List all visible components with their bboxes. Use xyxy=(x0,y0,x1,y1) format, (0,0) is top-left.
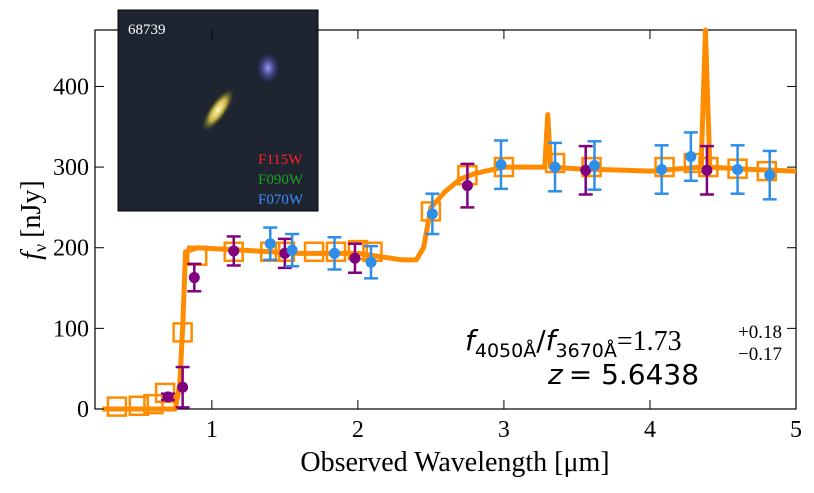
x-tick-label: 1 xyxy=(206,417,218,443)
ratio-denominator: 3670Å xyxy=(556,339,617,362)
ratio-upper: +0.18 xyxy=(738,322,782,343)
filter-label: F115W xyxy=(258,152,303,168)
ratio-lower: −0.17 xyxy=(738,344,782,365)
data-point xyxy=(188,272,200,284)
model-photometry xyxy=(325,241,347,263)
y-tick-label: 300 xyxy=(53,155,89,181)
companion xyxy=(256,52,280,84)
model-photometry xyxy=(698,156,719,178)
data-point xyxy=(732,164,744,176)
data-point xyxy=(701,164,713,176)
data-point xyxy=(685,151,697,163)
filter-labels: F115W F090W F070W xyxy=(258,152,304,208)
x-axis-label: Observed Wavelength [μm] xyxy=(300,447,609,478)
model-photometry xyxy=(128,395,150,417)
ratio-numerator: 4050Å xyxy=(475,339,536,362)
filter-label: F070W xyxy=(258,192,304,208)
model-photometry xyxy=(493,156,515,178)
data-point xyxy=(177,381,189,393)
data-point xyxy=(286,244,298,256)
data-point xyxy=(656,164,668,176)
ratio-slash: / xyxy=(536,324,546,357)
model-photometry xyxy=(172,322,193,343)
redshift-symbol: z xyxy=(547,358,564,391)
data-point xyxy=(365,256,377,268)
data-point xyxy=(426,208,438,220)
data-point xyxy=(549,161,561,173)
model-photometry xyxy=(654,156,675,178)
data-point xyxy=(588,159,600,171)
data-point xyxy=(162,391,174,403)
ratio-value: 1.73 xyxy=(633,326,682,357)
plot-frame xyxy=(94,29,797,410)
x-tick-label: 3 xyxy=(498,417,510,443)
model-photometry xyxy=(756,160,778,182)
data-point xyxy=(264,238,276,250)
y-label-symbol: f xyxy=(16,249,47,260)
inset-image xyxy=(117,9,319,212)
ratio-annotation: f4050Å/f3670Å=1.73 xyxy=(465,324,682,362)
filter-label: F090W xyxy=(258,172,304,188)
galaxy xyxy=(201,88,235,132)
data-point xyxy=(495,159,507,171)
data-point xyxy=(461,180,473,192)
x-tick-label: 2 xyxy=(352,417,364,443)
inset-id: 68739 xyxy=(128,22,166,38)
plot-area xyxy=(102,27,797,417)
y-label-sub: ν xyxy=(30,244,50,252)
data-point xyxy=(228,245,240,257)
y-tick-label: 200 xyxy=(53,236,89,262)
data-point xyxy=(764,169,776,181)
ratio-equals: = xyxy=(617,326,633,357)
y-tick-label: 400 xyxy=(53,74,89,100)
y-label-unit: [nJy] xyxy=(16,180,47,238)
model-photometry xyxy=(303,241,325,263)
y-tick-label: 0 xyxy=(77,397,89,423)
redshift-value: = 5.6438 xyxy=(569,358,699,391)
model-photometry xyxy=(143,393,164,415)
x-tick-label: 4 xyxy=(644,417,656,443)
data-point xyxy=(329,247,341,259)
y-axis-label: fν [nJy] xyxy=(16,180,50,259)
y-tick-label: 100 xyxy=(53,316,89,342)
data-point xyxy=(349,252,361,264)
x-tick-label: 5 xyxy=(790,417,802,443)
model-photometry xyxy=(420,201,442,222)
data-point xyxy=(580,164,592,176)
model-photometry xyxy=(106,396,128,417)
redshift: z = 5.6438 xyxy=(547,358,699,391)
